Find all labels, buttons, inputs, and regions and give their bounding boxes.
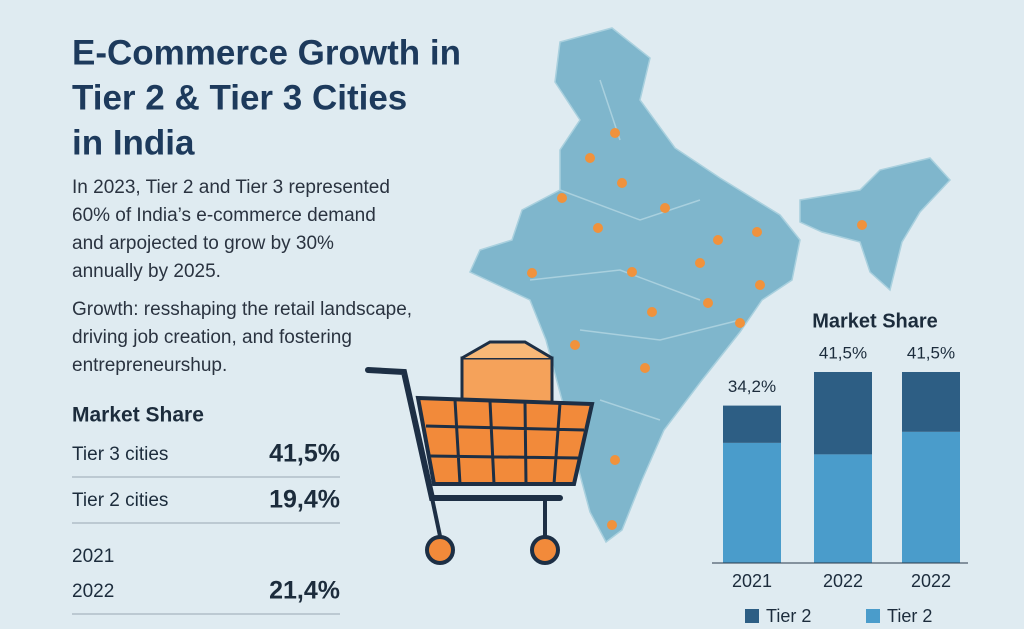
city-dot — [735, 318, 745, 328]
total-label: 41,5% — [819, 343, 867, 362]
cart-icon — [365, 340, 595, 565]
city-dots — [527, 128, 867, 530]
india-map — [469, 27, 952, 544]
bar-segment — [814, 372, 872, 455]
x-tick-label: 2022 — [911, 571, 951, 591]
total-label: 41,5% — [907, 343, 955, 362]
row-value: 19,4% — [269, 486, 340, 514]
title-line: in India — [72, 123, 195, 162]
city-dot — [527, 268, 537, 278]
legend-label: Tier 2 — [887, 606, 932, 626]
city-dot — [627, 267, 637, 277]
legend-swatch — [866, 609, 880, 623]
city-dot — [660, 203, 670, 213]
growth-line: entrepreneurshup. — [72, 355, 227, 376]
intro-line: 60% of India’s e-commerce demand — [72, 205, 376, 226]
share-table: Tier 3 cities 41,5% Tier 2 cities 19,4% 2021… — [72, 440, 340, 615]
bar-segment — [902, 431, 960, 563]
bar-segment — [723, 405, 781, 443]
city-dot — [585, 153, 595, 163]
row-label: Tier 2 cities — [72, 490, 168, 511]
bar-segment — [902, 372, 960, 432]
city-dot — [570, 340, 580, 350]
city-dot — [557, 193, 567, 203]
city-dot — [640, 363, 650, 373]
city-dot — [617, 178, 627, 188]
row-value: 41,5% — [269, 440, 340, 468]
growth-line: driving job creation, and fostering — [72, 327, 352, 348]
bar-segment — [814, 454, 872, 563]
total-label: 34,2% — [728, 377, 776, 396]
city-dot — [647, 307, 657, 317]
city-dot — [755, 280, 765, 290]
intro-line: and arpojected to grow by 30% — [72, 233, 334, 254]
title-line: Tier 2 & Tier 3 Cities — [72, 78, 407, 117]
city-dot — [695, 258, 705, 268]
city-dot — [593, 223, 603, 233]
title-line: E-Commerce Growth in — [72, 33, 461, 72]
legend-swatch — [745, 609, 759, 623]
city-dot — [703, 298, 713, 308]
x-tick-label: 2022 — [823, 571, 863, 591]
city-dot — [610, 455, 620, 465]
city-dot — [607, 520, 617, 530]
bar-chart: 34,2% 2021 41,5% 2022 41,5% 2022 Tier 2 Tier 2 — [712, 343, 968, 626]
row-label: 2022 — [72, 581, 114, 602]
city-dot — [857, 220, 867, 230]
intro-line: In 2023, Tier 2 and Tier 3 represented — [72, 177, 390, 198]
growth-line: Growth: resshaping the retail landscape, — [72, 299, 412, 320]
chart-title: Market Share — [812, 310, 938, 332]
x-tick-label: 2021 — [732, 571, 772, 591]
table-title: Market Share — [72, 404, 204, 427]
city-dot — [713, 235, 723, 245]
row-value: 21,4% — [269, 577, 340, 605]
legend-label: Tier 2 — [766, 606, 811, 626]
city-dot — [610, 128, 620, 138]
city-dot — [752, 227, 762, 237]
intro-line: annually by 2025. — [72, 261, 221, 282]
bar-segment — [723, 442, 781, 563]
row-label: 2021 — [72, 546, 114, 567]
row-label: Tier 3 cities — [72, 444, 168, 465]
